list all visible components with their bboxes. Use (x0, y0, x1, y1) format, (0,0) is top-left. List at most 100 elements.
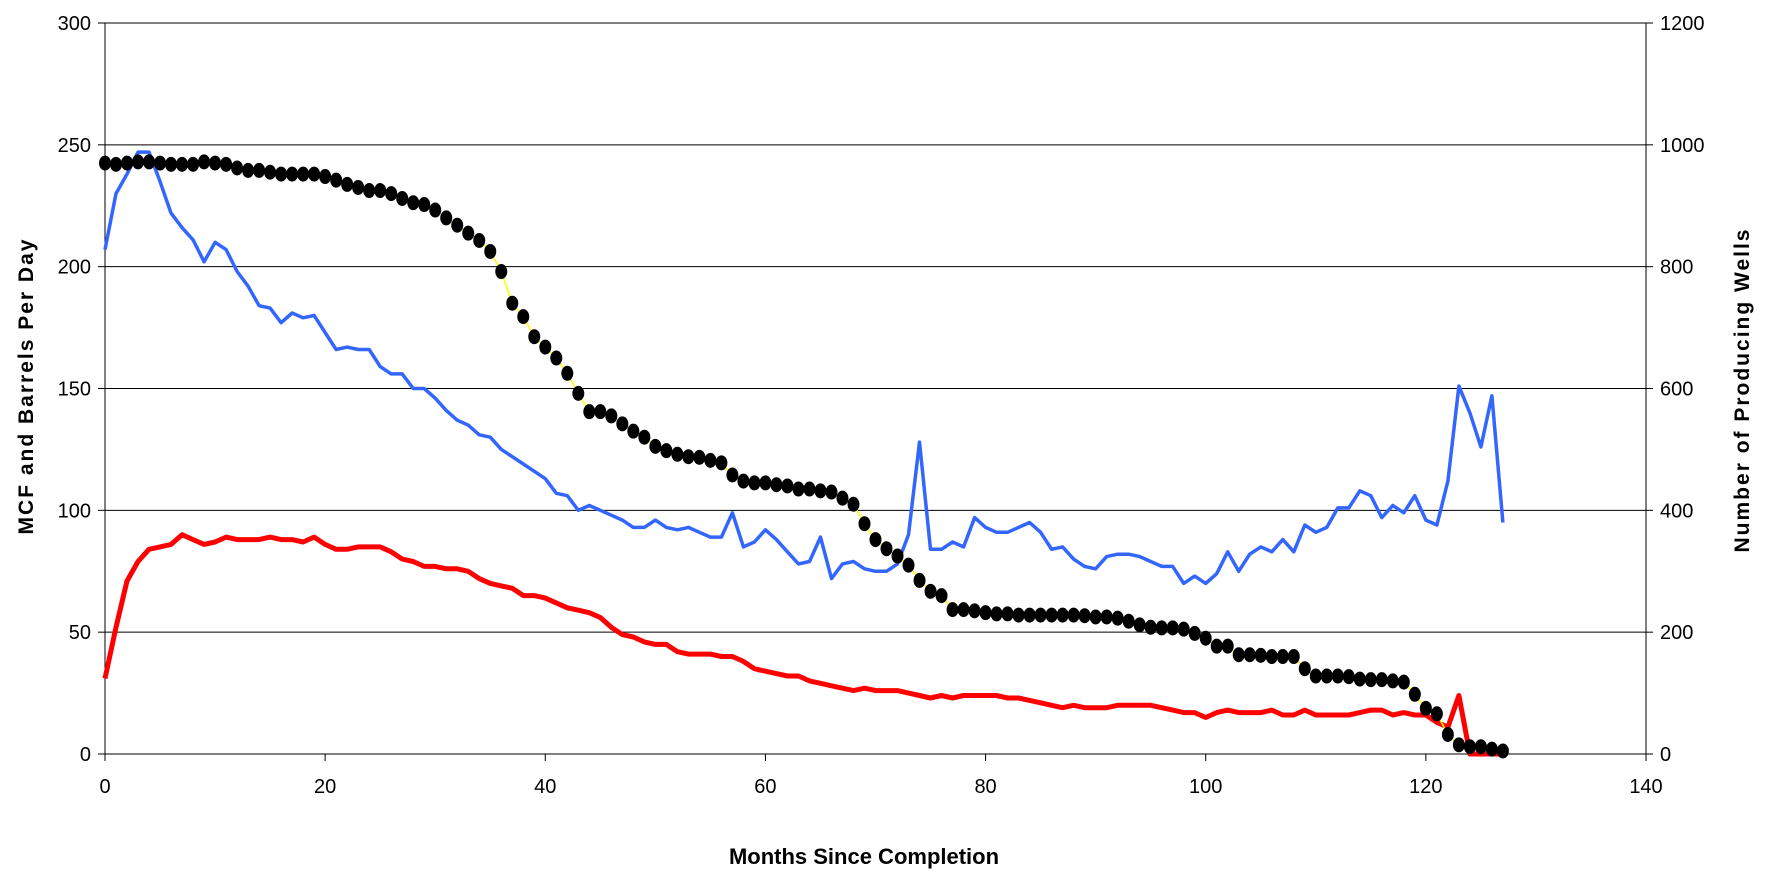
data-point-black (638, 429, 651, 445)
y-tick-label: 50 (69, 622, 91, 644)
data-point-black (1177, 621, 1190, 637)
x-tick-label: 60 (754, 776, 776, 798)
data-point-black (1001, 606, 1014, 622)
data-point-black (132, 154, 145, 170)
data-point-black (1067, 607, 1080, 623)
data-point-black (704, 452, 717, 468)
data-point-black (1034, 607, 1047, 623)
data-point-black (627, 423, 640, 439)
data-point-black (418, 197, 431, 213)
data-point-black (1210, 638, 1223, 654)
x-axis-title: Months Since Completion (729, 844, 999, 869)
data-point-black (1122, 613, 1135, 629)
data-point-black (792, 481, 805, 497)
data-point-black (1386, 673, 1399, 689)
data-point-black (99, 155, 111, 171)
data-point-black (682, 449, 695, 465)
data-point-black (847, 496, 860, 512)
data-point-black (572, 385, 585, 401)
data-point-black (726, 467, 739, 483)
data-point-black (1474, 739, 1487, 755)
data-point-black (924, 583, 937, 599)
y-tick-label: 200 (58, 257, 91, 279)
data-point-black (495, 264, 508, 280)
data-point-black (1452, 737, 1465, 753)
data-point-black (836, 490, 849, 506)
y2-tick-label: 0 (1660, 744, 1671, 766)
data-point-black (451, 217, 464, 233)
data-point-black (891, 548, 904, 564)
data-point-black (165, 156, 178, 172)
data-point-black (1430, 706, 1443, 722)
data-point-black (979, 605, 992, 621)
data-point-black (550, 350, 563, 366)
x-tick-label: 140 (1629, 776, 1662, 798)
data-point-black (275, 166, 288, 182)
data-point-black (561, 365, 574, 381)
data-point-black (517, 309, 530, 325)
y2-tick-label: 400 (1660, 500, 1693, 522)
data-point-black (286, 166, 299, 182)
data-point-black (1045, 607, 1058, 623)
data-point-black (693, 449, 706, 465)
y2-tick-label: 1200 (1660, 13, 1705, 35)
label-layer: MCF and Barrels Per Day Number of Produc… (15, 228, 1754, 869)
x-tick-label: 0 (99, 776, 110, 798)
data-point-black (242, 162, 255, 178)
data-point-black (1078, 608, 1091, 624)
data-point-black (1012, 607, 1025, 623)
data-point-black (308, 166, 321, 182)
data-point-black (176, 156, 189, 172)
y-tick-label: 300 (58, 13, 91, 35)
data-point-black (803, 481, 816, 497)
y2-axis-title: Number of Producing Wells (1731, 228, 1754, 553)
data-point-black (209, 155, 222, 171)
data-point-black (1331, 668, 1344, 684)
data-point-black (264, 164, 277, 180)
data-point-black (935, 588, 948, 604)
data-point-black (594, 404, 607, 420)
y-tick-label: 250 (58, 135, 91, 157)
data-point-black (1089, 609, 1102, 625)
data-point-black (429, 202, 442, 218)
data-point-black (484, 243, 497, 259)
data-point-black (781, 478, 794, 494)
data-point-black (1254, 647, 1267, 663)
data-point-black (1188, 625, 1201, 641)
data-point-black (506, 295, 519, 311)
data-point-black (913, 572, 926, 588)
y-tick-label: 100 (58, 500, 91, 522)
data-point-black (1375, 672, 1388, 688)
data-point-black (187, 156, 200, 172)
data-point-black (1309, 668, 1322, 684)
data-point-black (583, 404, 596, 420)
data-point-black (671, 446, 684, 462)
data-point-black (1221, 638, 1234, 654)
data-point-black (396, 190, 409, 206)
data-point-black (220, 156, 233, 172)
data-point-black (715, 455, 728, 471)
data-point-black (1100, 609, 1113, 625)
x-tick-label: 80 (974, 776, 996, 798)
data-point-black (1265, 649, 1278, 665)
data-point-black (110, 156, 123, 172)
data-point-black (814, 483, 827, 499)
data-point-black (869, 532, 882, 548)
x-tick-label: 40 (534, 776, 556, 798)
data-point-black (319, 169, 332, 185)
data-point-black (385, 186, 398, 202)
data-point-black (154, 155, 167, 171)
data-point-black (858, 516, 871, 532)
data-point-black (902, 557, 915, 573)
data-point-black (957, 602, 970, 618)
data-point-black (1232, 647, 1245, 663)
series-line-blue (103, 150, 1505, 586)
data-point-black (880, 541, 893, 557)
y2-tick-label: 1000 (1660, 135, 1705, 157)
data-point-black (759, 475, 772, 491)
data-point-black (374, 183, 387, 199)
data-point-black (462, 225, 475, 241)
data-point-black (1243, 647, 1256, 663)
